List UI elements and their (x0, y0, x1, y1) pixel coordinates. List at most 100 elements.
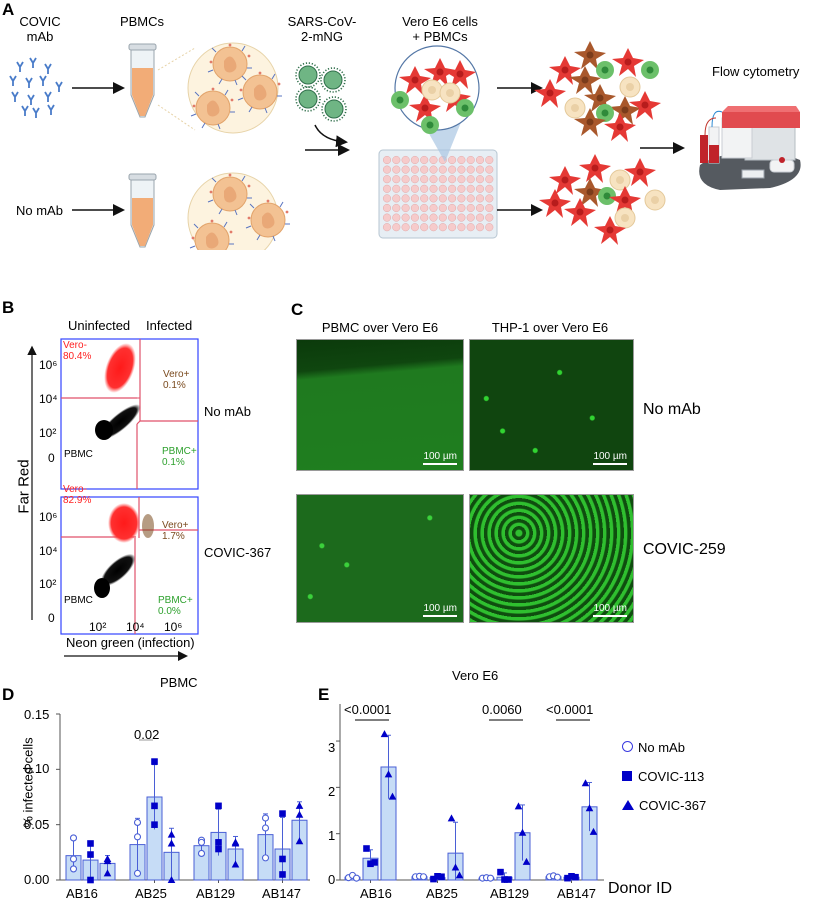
chart-e-xtick-3: AB147 (557, 886, 597, 901)
chart-d-ytick-3: 0.15 (24, 707, 50, 722)
row-label-no-mab: No mAb (643, 401, 701, 418)
vero-line2: + PBMCs (412, 29, 468, 44)
vero-pos-name: Vero+ (162, 520, 189, 531)
chart-e-pvalue-ab16: <0.0001 (344, 702, 392, 717)
chart-d-plot (56, 713, 310, 884)
legend-label: No mAb (638, 740, 685, 755)
scale-bar: 100 µm (593, 451, 627, 465)
chart-e-xtick-0: AB16 (360, 886, 392, 901)
vero-pos-pct: 1.7% (162, 531, 185, 542)
y-tick-1e6-a: 10⁶ (39, 358, 58, 372)
vero-neg-label-1: Vero- 80.4% (63, 340, 91, 362)
x-axis-label: Neon green (infection) (66, 635, 195, 650)
micrograph-thp1-covic-259: 100 µm (469, 494, 634, 623)
scale-bar-label: 100 µm (423, 603, 457, 614)
legend-item-covic-113: COVIC-113 (622, 762, 706, 791)
chart-d-xtick-2: AB129 (196, 886, 236, 901)
chart-d-title: PBMC (160, 675, 198, 690)
pbmc-label-1: PBMC (64, 449, 93, 460)
pbmc-pos-pct: 0.1% (162, 457, 185, 468)
open-circle-icon (622, 741, 633, 752)
covic-line1: COVIC (19, 14, 61, 29)
filled-triangle-icon (622, 800, 634, 810)
y-tick-0-a: 0 (48, 451, 55, 465)
vero-neg-name: Vero- (63, 484, 87, 495)
y-tick-1e2-b: 10² (39, 577, 57, 591)
antibody-cluster-icon (9, 57, 63, 119)
vero-pos-pct: 0.1% (163, 380, 186, 391)
vero-neg-pct: 80.4% (63, 351, 92, 362)
chart-d-pvalue: 0.02 (134, 727, 160, 742)
scale-bar-label: 100 µm (593, 451, 627, 462)
cells-cluster-infected (534, 41, 661, 142)
chart-e-title: Vero E6 (452, 668, 499, 683)
chart-e-xtick-1: AB25 (426, 886, 458, 901)
y-tick-0-b: 0 (48, 611, 55, 625)
y-tick-1e2-a: 10² (39, 426, 57, 440)
col-header-pbmc: PBMC over Vero E6 (321, 320, 439, 335)
row-label-covic-259: COVIC-259 (643, 541, 726, 558)
panel-b-label: B (2, 298, 15, 317)
y-axis-label: Far Red (15, 459, 33, 514)
chart-e-ytick-1: 1 (328, 828, 336, 843)
legend-label: COVIC-113 (638, 769, 705, 784)
micrograph-pbmc-covic-259: 100 µm (296, 494, 464, 623)
scale-bar-label: 100 µm (423, 451, 457, 462)
pbmc-pos-pct: 0.0% (158, 606, 181, 617)
cells-cluster-uninfected (539, 154, 666, 245)
pbmc-pos-label-2: PBMC+ 0.0% (158, 595, 193, 617)
virus-line1: SARS-CoV- (287, 14, 357, 29)
covic-mab-label: COVIC mAb (15, 14, 65, 44)
chart-d-xtick-3: AB147 (262, 886, 302, 901)
chart-e-ytick-0: 0 (328, 872, 336, 887)
chart-e-xtick-2: AB129 (490, 886, 530, 901)
chart-d-xtick-0: AB16 (66, 886, 98, 901)
legend-item-covic-367: COVIC-367 (622, 791, 706, 820)
x-axis-arrow (64, 651, 188, 661)
y-tick-1e6-b: 10⁶ (39, 510, 58, 524)
legend-item-no-mab: No mAb (622, 733, 706, 762)
chart-d-ytick-1: 0.05 (24, 817, 50, 832)
pbmc-pos-name: PBMC+ (162, 446, 197, 457)
chart-e-pvalue-ab129: 0.0060 (482, 702, 522, 717)
covic-line2: mAb (26, 29, 54, 44)
scale-bar: 100 µm (593, 603, 627, 617)
vero-pbmc-label: Vero E6 cells + PBMCs (390, 14, 490, 44)
flow-plot-no-mab (60, 338, 199, 490)
filled-square-icon (622, 771, 632, 781)
flow-plot-covic-367 (60, 496, 199, 635)
chart-d-ytick-0: 0.00 (24, 872, 50, 887)
legend-label: COVIC-367 (639, 798, 707, 813)
chart-e-legend: No mAb COVIC-113 COVIC-367 (622, 733, 706, 820)
virus-particles-icon (295, 62, 347, 122)
vero-neg-pct: 82.9% (63, 495, 92, 506)
vero-line1: Vero E6 cells (402, 14, 478, 29)
panel-a-label: A (2, 0, 15, 19)
x-tick-1e6: 10⁶ (164, 620, 183, 634)
well-plate-icon (378, 149, 498, 239)
panel-c-label: C (291, 300, 304, 319)
vero-pos-label-1: Vero+ 0.1% (163, 369, 189, 391)
condition-label-covic-367: COVIC-367 (204, 545, 272, 560)
micrograph-pbmc-no-mab: 100 µm (296, 339, 464, 471)
vero-pos-name: Vero+ (163, 369, 190, 380)
uninfected-header: Uninfected (68, 318, 131, 333)
chart-e-ytick-3: 3 (328, 740, 336, 755)
pbmc-pos-label-1: PBMC+ 0.1% (162, 446, 197, 468)
vero-neg-label-2: Vero- 82.9% (63, 484, 91, 506)
chart-e-ytick-2: 2 (328, 784, 336, 799)
pbmc-label-2: PBMC (64, 595, 93, 606)
no-mab-label: No mAb (16, 203, 63, 218)
x-tick-1e2: 10² (89, 620, 107, 634)
col-header-thp1: THP-1 over Vero E6 (491, 320, 609, 335)
y-tick-1e4-b: 10⁴ (39, 544, 58, 558)
tube-icon-top (128, 43, 157, 118)
flow-plots (27, 338, 199, 635)
scale-bar: 100 µm (423, 451, 457, 465)
scale-bar-label: 100 µm (593, 603, 627, 614)
flow-cytometer-icon (699, 106, 801, 190)
virus-line2: 2-mNG (301, 29, 343, 44)
panel-e-label: E (318, 685, 330, 704)
chart-e-pvalue-ab147: <0.0001 (546, 702, 594, 717)
infected-header: Infected (146, 318, 193, 333)
